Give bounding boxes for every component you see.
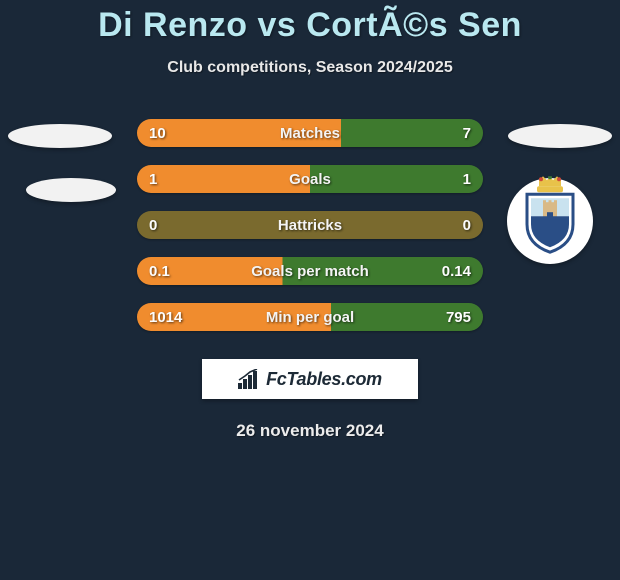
- stat-label: Matches: [280, 125, 340, 142]
- stat-right-value: 795: [446, 309, 471, 326]
- stat-row: 1 Goals 1: [137, 165, 483, 193]
- stat-row: 1014 Min per goal 795: [137, 303, 483, 331]
- ponferradina-crest-icon: [517, 176, 583, 256]
- stat-row: 10 Matches 7: [137, 119, 483, 147]
- stat-label: Goals: [289, 171, 331, 188]
- fctables-logo[interactable]: FcTables.com: [202, 359, 418, 399]
- stat-left-value: 10: [149, 125, 166, 142]
- left-team-logo-placeholder-2: [26, 178, 116, 202]
- stat-left-value: 0.1: [149, 263, 170, 280]
- stat-row: 0 Hattricks 0: [137, 211, 483, 239]
- stat-label: Min per goal: [266, 309, 354, 326]
- left-team-logo-placeholder-1: [8, 124, 112, 148]
- stat-row: 0.1 Goals per match 0.14: [137, 257, 483, 285]
- right-team-logo-placeholder: [508, 124, 612, 148]
- stat-right-value: 0.14: [442, 263, 471, 280]
- stat-right-value: 7: [463, 125, 471, 142]
- bar-chart-icon: [238, 369, 260, 389]
- stat-left-value: 1014: [149, 309, 182, 326]
- subtitle: Club competitions, Season 2024/2025: [0, 59, 620, 77]
- stat-left-value: 1: [149, 171, 157, 188]
- stat-label: Hattricks: [278, 217, 342, 234]
- stat-right-value: 1: [463, 171, 471, 188]
- right-team-crest: [500, 178, 600, 264]
- date-text: 26 november 2024: [0, 421, 620, 441]
- stat-right-value: 0: [463, 217, 471, 234]
- stat-label: Goals per match: [251, 263, 369, 280]
- stat-left-value: 0: [149, 217, 157, 234]
- page-title: Di Renzo vs CortÃ©s Sen: [0, 6, 620, 45]
- logo-text: FcTables.com: [266, 369, 382, 390]
